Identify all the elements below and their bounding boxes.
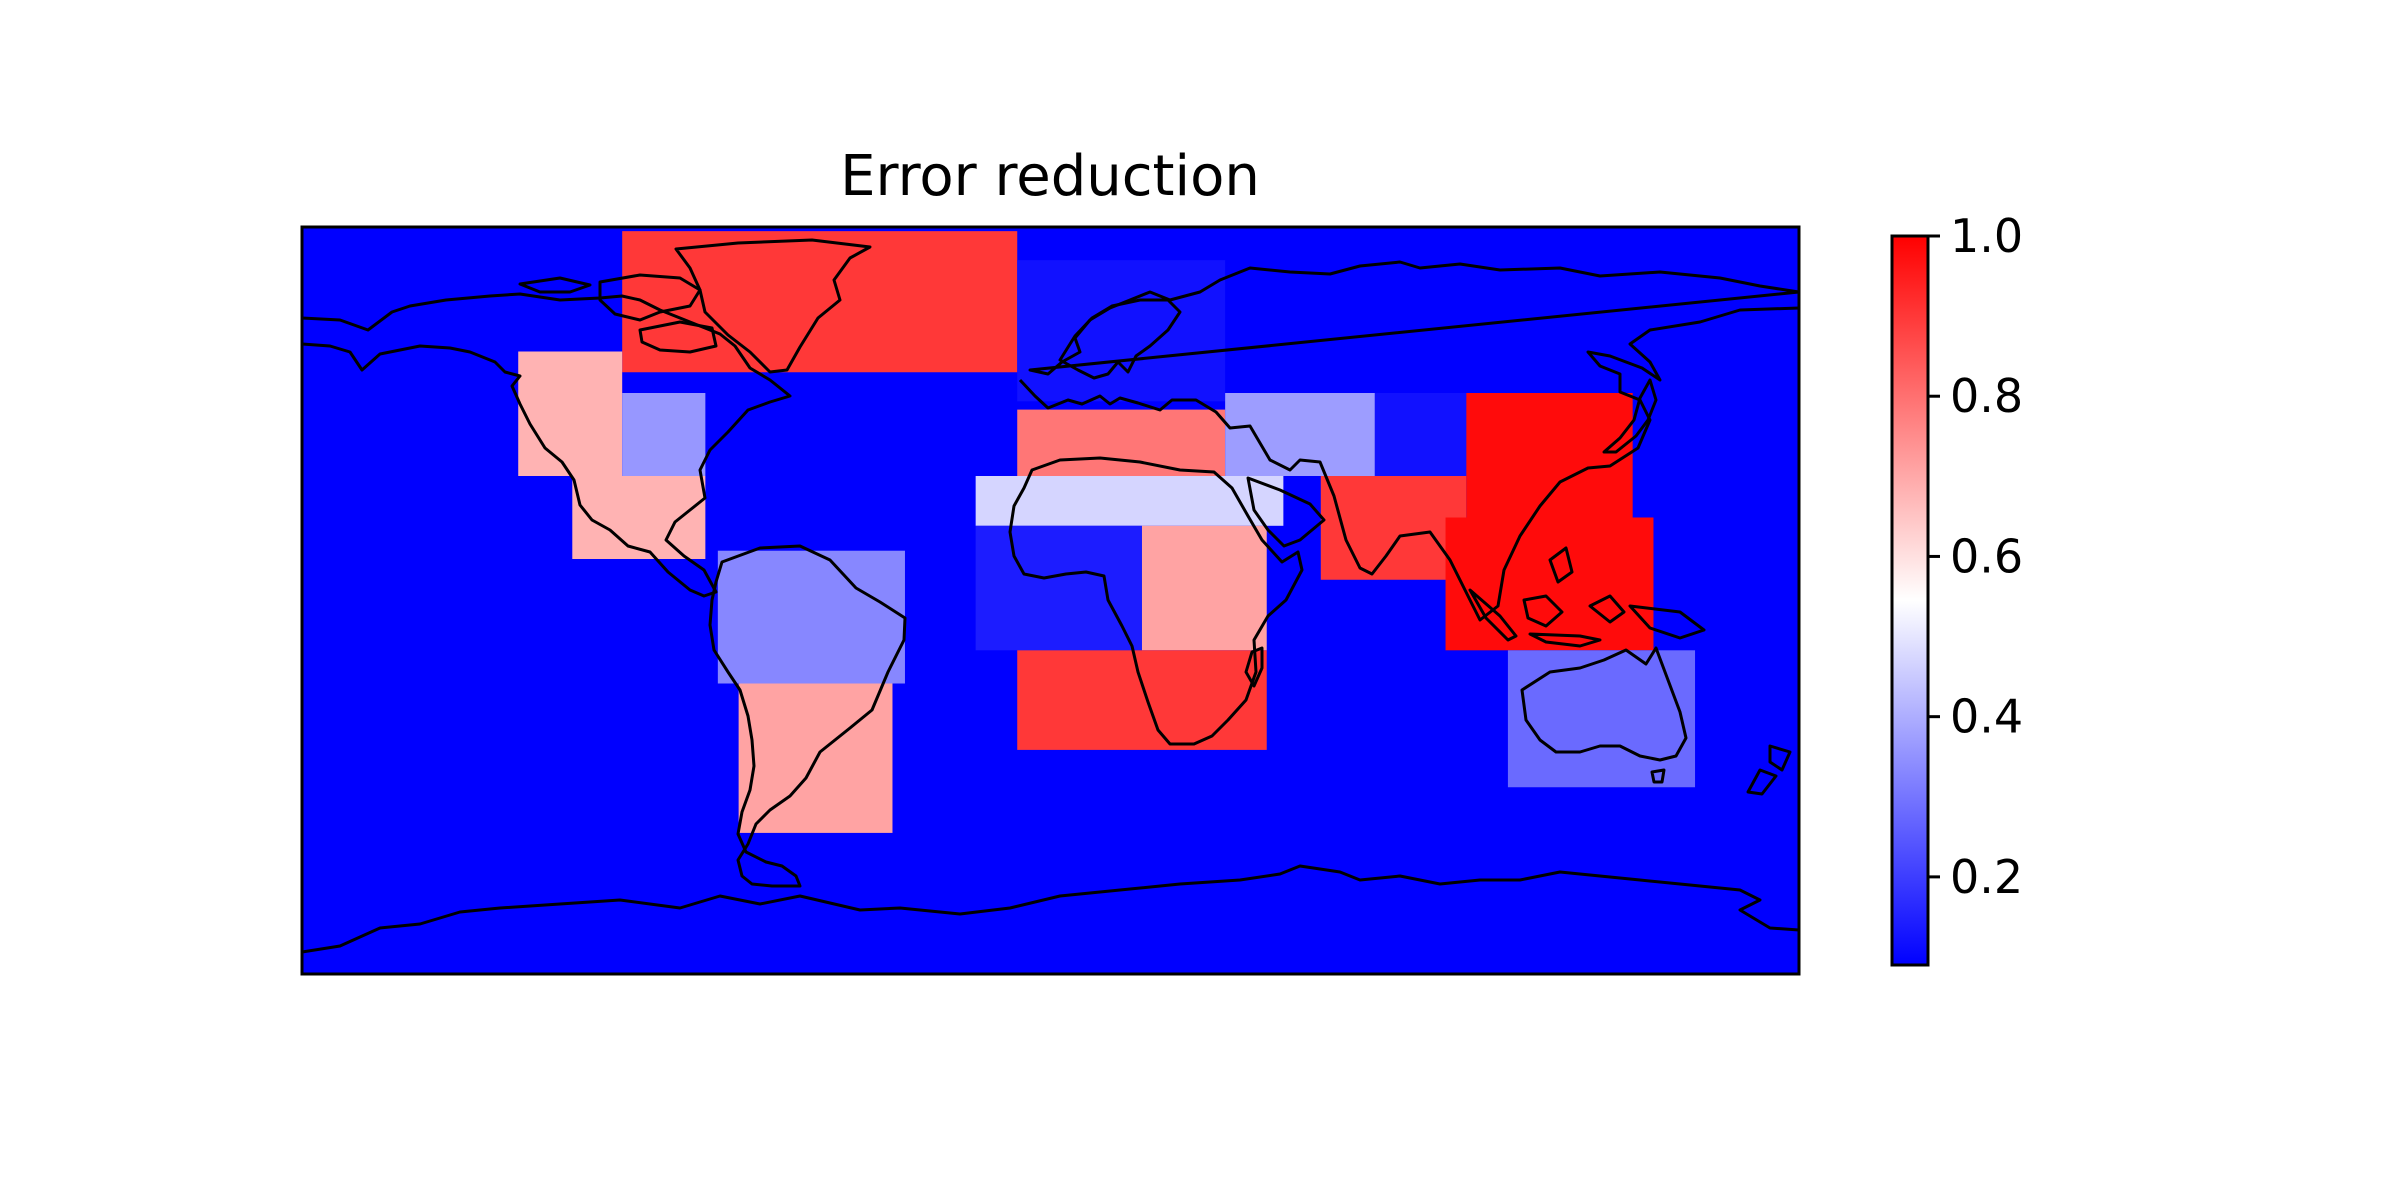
region-cell-11 xyxy=(975,476,1284,526)
region-cell-5 xyxy=(572,476,706,559)
region-cell-10 xyxy=(1374,393,1475,476)
region-cell-2 xyxy=(1017,260,1226,402)
colorbar-tick-label: 0.8 xyxy=(1950,369,2023,423)
coastline-south-america xyxy=(708,544,907,888)
region-cell-17 xyxy=(1466,393,1633,518)
coastline-new-zealand xyxy=(1746,744,1792,796)
chart-title: Error reduction xyxy=(840,144,1260,209)
coastline-arabia xyxy=(1246,476,1326,548)
coastline-arctic-islands xyxy=(518,273,718,354)
region-cell-8 xyxy=(1017,409,1226,476)
coastline-japan xyxy=(1602,378,1658,454)
map-panel xyxy=(300,225,1801,976)
coastline-eurasia xyxy=(1018,260,1799,622)
colorbar: 0.2 0.4 0.6 0.8 1.0 xyxy=(1890,209,2023,967)
coastline-australia xyxy=(1520,646,1688,784)
colorbar-tick-label: 0.6 xyxy=(1950,529,2023,583)
region-cell-6 xyxy=(717,550,905,684)
region-cell-16 xyxy=(1445,517,1654,651)
region-cell-18 xyxy=(1507,650,1696,788)
region-cell-14 xyxy=(1017,650,1267,750)
colorbar-ticks: 0.2 0.4 0.6 0.8 1.0 xyxy=(1928,209,2023,904)
coastline-africa xyxy=(1008,456,1304,746)
coastline-madagascar xyxy=(1244,646,1264,688)
coastline-greenland xyxy=(674,238,872,374)
colorbar-gradient xyxy=(1890,234,1930,967)
region-cell-13 xyxy=(1141,525,1267,651)
coastline-indonesia xyxy=(1468,546,1706,648)
region-cell-3 xyxy=(518,351,623,476)
region-cell-15 xyxy=(1320,476,1467,580)
colorbar-tick-label: 1.0 xyxy=(1950,209,2023,263)
region-cell-9 xyxy=(1225,393,1375,476)
region-cells xyxy=(518,231,1696,833)
region-cell-4 xyxy=(622,393,706,476)
coastline-antarctica xyxy=(302,864,1799,954)
coastlines xyxy=(302,238,1799,954)
colorbar-tick-label: 0.2 xyxy=(1950,850,2023,904)
map-frame xyxy=(300,225,1801,976)
coastline-scandinavia xyxy=(1058,298,1182,380)
coastline-north-america xyxy=(302,292,792,598)
region-cell-12 xyxy=(975,525,1142,651)
region-cell-1 xyxy=(622,231,1018,373)
colorbar-tick-label: 0.4 xyxy=(1950,690,2023,744)
